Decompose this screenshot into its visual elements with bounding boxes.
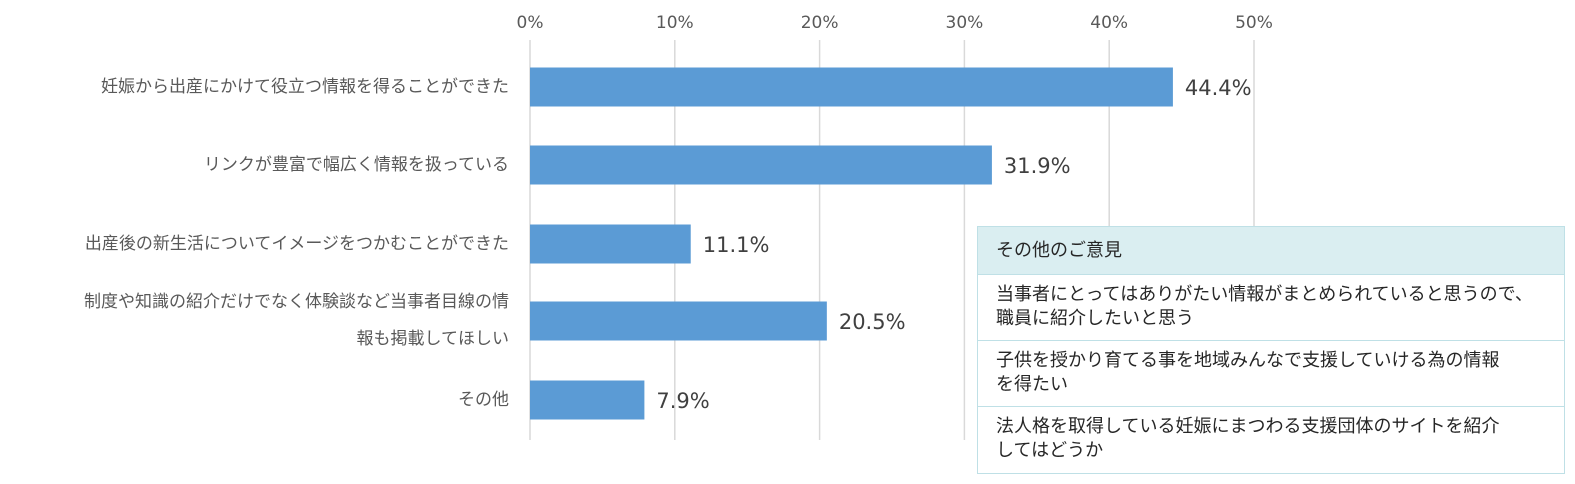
bar <box>530 301 827 341</box>
data-label: 20.5% <box>839 310 906 334</box>
comment-item: 当事者にとってはありがたい情報がまとめられていると思うので、 職員に紹介したいと… <box>978 275 1564 341</box>
data-label: 7.9% <box>656 389 709 413</box>
category-label: その他 <box>458 382 509 419</box>
x-tick-label: 40% <box>1090 13 1128 33</box>
x-tick-label: 50% <box>1235 13 1273 33</box>
bar <box>530 224 691 264</box>
category-label-line: 報も掲載してほしい <box>356 329 510 349</box>
category-label-line: リンクが豊富で幅広く情報を扱っている <box>203 154 509 175</box>
bar <box>530 380 645 420</box>
data-label: 11.1% <box>703 233 770 257</box>
comment-item: 法人格を取得している妊娠にまつわる支援団体のサイトを紹介 してはどうか <box>978 407 1564 473</box>
x-tick-label: 0% <box>517 13 544 33</box>
category-label-line: その他 <box>458 389 509 410</box>
data-label: 44.4% <box>1185 76 1252 100</box>
comment-item: 子供を授かり育てる事を地域みんなで支援していける為の情報 を得たい <box>978 341 1564 407</box>
category-label: 制度や知識の紹介だけでなく体験談など当事者目線の情報も掲載してほしい <box>84 284 509 358</box>
bar <box>530 145 992 185</box>
x-tick-label: 10% <box>656 13 694 33</box>
comment-line: 法人格を取得している妊娠にまつわる支援団体のサイトを紹介 <box>996 416 1500 437</box>
comment-line: 子供を授かり育てる事を地域みんなで支援していける為の情報 <box>996 350 1500 371</box>
category-label-line: 妊娠から出産にかけて役立つ情報を得ることができた <box>101 76 509 97</box>
x-tick-label: 20% <box>801 13 839 33</box>
comment-line: してはどうか <box>996 440 1104 461</box>
comment-line: 職員に紹介したいと思う <box>996 308 1194 329</box>
category-label-line: 制度や知識の紹介だけでなく体験談など当事者目線の情 <box>84 292 509 312</box>
comment-line: 当事者にとってはありがたい情報がまとめられていると思うので、 <box>996 284 1533 305</box>
data-label: 31.9% <box>1004 154 1071 178</box>
category-label: リンクが豊富で幅広く情報を扱っている <box>204 147 509 184</box>
x-tick-label: 30% <box>946 13 984 33</box>
category-label: 妊娠から出産にかけて役立つ情報を得ることができた <box>101 69 509 106</box>
category-label-line: 出産後の新生活についてイメージをつかむことができた <box>84 233 509 254</box>
category-label: 出産後の新生活についてイメージをつかむことができた <box>85 226 509 263</box>
bar <box>530 67 1173 107</box>
comments-box: その他のご意見 当事者にとってはありがたい情報がまとめられていると思うので、 職… <box>977 226 1565 474</box>
comment-line: を得たい <box>996 374 1068 395</box>
comments-title: その他のご意見 <box>978 227 1564 275</box>
